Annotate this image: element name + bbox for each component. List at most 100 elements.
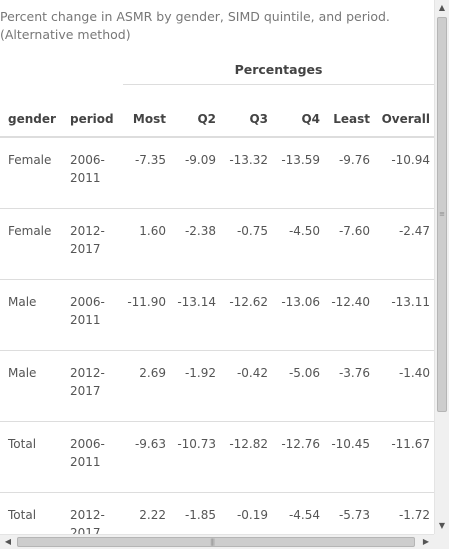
table-caption: Percent change in ASMR by gender, SIMD q… <box>0 9 390 42</box>
table-cell: -10.45 <box>320 421 370 493</box>
table-row: Female 2012-2017 1.60 -2.38 -0.75 -4.50 -7.60 -… <box>0 208 434 280</box>
table-cell: -13.59 <box>268 136 320 209</box>
table-cell: 2.69 <box>120 350 166 422</box>
arrow-right-icon[interactable]: ▶ <box>422 537 430 546</box>
table-cell: -4.54 <box>268 492 320 534</box>
table-cell: -11.90 <box>120 279 166 351</box>
arrow-up-icon[interactable]: ▲ <box>438 3 446 12</box>
table-cell: -4.50 <box>268 208 320 280</box>
scrollbar-corner <box>434 534 449 549</box>
table-cell: -5.06 <box>268 350 320 422</box>
horizontal-scroll-thumb[interactable]: ||| <box>17 537 415 547</box>
cell-value: -10.73 <box>177 437 216 451</box>
column-header[interactable]: Q4 <box>268 102 320 138</box>
table-cell: Male <box>0 279 62 351</box>
cell-value: Male <box>8 295 37 309</box>
arrow-down-icon[interactable]: ▼ <box>438 521 446 530</box>
spanner-header: Percentages <box>123 60 434 85</box>
cell-value: -9.76 <box>338 153 370 167</box>
grip-icon: ≡ <box>439 210 445 218</box>
column-header[interactable]: Least <box>320 102 370 138</box>
table-viewport: Percent change in ASMR by gender, SIMD q… <box>0 9 434 534</box>
arrow-left-icon[interactable]: ◀ <box>4 537 12 546</box>
table-cell: -2.38 <box>166 208 216 280</box>
table-row: Total 2006-2011 -9.63 -10.73 -12.82 -12.76 -10… <box>0 421 434 493</box>
cell-value: 2012-2017 <box>70 224 105 256</box>
cell-value: -2.47 <box>398 224 430 238</box>
vertical-scrollbar[interactable]: ▲ ≡ ▼ <box>434 0 449 534</box>
cell-value: -4.54 <box>288 508 320 522</box>
cell-value: -2.38 <box>184 224 216 238</box>
cell-value: -10.45 <box>331 437 370 451</box>
table-cell: -1.72 <box>370 492 434 534</box>
table-cell: -11.67 <box>370 421 434 493</box>
table-cell: -1.40 <box>370 350 434 422</box>
table-row: Male 2006-2011 -11.90 -13.14 -12.62 -13.06 -12… <box>0 279 434 351</box>
column-header[interactable]: Most <box>120 102 166 138</box>
cell-value: -12.82 <box>229 437 268 451</box>
table-cell: -3.76 <box>320 350 370 422</box>
cell-value: -10.94 <box>391 153 430 167</box>
column-header[interactable]: Overall <box>370 102 434 138</box>
column-header[interactable]: gender <box>0 102 62 138</box>
cell-value: -1.40 <box>398 366 430 380</box>
cell-value: -4.50 <box>288 224 320 238</box>
column-header[interactable]: Q2 <box>166 102 216 138</box>
cell-value: -11.67 <box>391 437 430 451</box>
cell-value: Total <box>8 437 37 451</box>
cell-value: 2012-2017 <box>70 366 105 398</box>
table-cell: 2.22 <box>120 492 166 534</box>
cell-value: 1.60 <box>139 224 166 238</box>
table-cell: 2006-2011 <box>62 136 120 209</box>
table-cell: Male <box>0 350 62 422</box>
table-cell: -9.09 <box>166 136 216 209</box>
table-cell: 2012-2017 <box>62 492 120 534</box>
cell-value: -0.42 <box>236 366 268 380</box>
cell-value: 2.69 <box>139 366 166 380</box>
table-row: Total 2012-2017 2.22 -1.85 -0.19 -4.54 -5.73 -1… <box>0 492 434 534</box>
table-cell: Female <box>0 136 62 209</box>
table-cell: -7.35 <box>120 136 166 209</box>
cell-value: -7.60 <box>338 224 370 238</box>
vertical-scroll-thumb[interactable]: ≡ <box>437 17 447 412</box>
cell-value: 2006-2011 <box>70 153 105 185</box>
cell-value: 2006-2011 <box>70 295 105 327</box>
cell-value: -1.72 <box>398 508 430 522</box>
cell-value: -5.73 <box>338 508 370 522</box>
cell-value: -11.90 <box>127 295 166 309</box>
table-cell: -13.06 <box>268 279 320 351</box>
cell-value: -1.85 <box>184 508 216 522</box>
grip-icon: ||| <box>210 538 215 546</box>
table-cell: Female <box>0 208 62 280</box>
cell-value: -1.92 <box>184 366 216 380</box>
header-row: gender period Most Q2 Q3 Q4 Least Overal… <box>0 102 434 138</box>
table-cell: -2.47 <box>370 208 434 280</box>
cell-value: -13.14 <box>177 295 216 309</box>
cell-value: -12.40 <box>331 295 370 309</box>
column-header[interactable]: Q3 <box>216 102 268 138</box>
cell-value: Female <box>8 153 52 167</box>
table-cell: -0.42 <box>216 350 268 422</box>
cell-value: -3.76 <box>338 366 370 380</box>
table-cell: 2006-2011 <box>62 421 120 493</box>
table-cell: -1.85 <box>166 492 216 534</box>
data-table: gender period Most Q2 Q3 Q4 Least Overal… <box>0 102 434 534</box>
table-row: Female 2006-2011 -7.35 -9.09 -13.32 -13.59 -9.… <box>0 136 434 209</box>
table-cell: Total <box>0 421 62 493</box>
cell-value: 2006-2011 <box>70 437 105 469</box>
table-cell: -1.92 <box>166 350 216 422</box>
cell-value: 2.22 <box>139 508 166 522</box>
cell-value: -12.76 <box>281 437 320 451</box>
cell-value: -13.06 <box>281 295 320 309</box>
table-cell: -10.94 <box>370 136 434 209</box>
cell-value: -0.19 <box>236 508 268 522</box>
table-cell: Total <box>0 492 62 534</box>
cell-value: -0.75 <box>236 224 268 238</box>
cell-value: -9.09 <box>184 153 216 167</box>
table-cell: -9.63 <box>120 421 166 493</box>
column-header[interactable]: period <box>62 102 120 138</box>
cell-value: -13.59 <box>281 153 320 167</box>
table-cell: -9.76 <box>320 136 370 209</box>
table-cell: -5.73 <box>320 492 370 534</box>
horizontal-scrollbar[interactable]: ◀ ||| ▶ <box>0 534 434 549</box>
